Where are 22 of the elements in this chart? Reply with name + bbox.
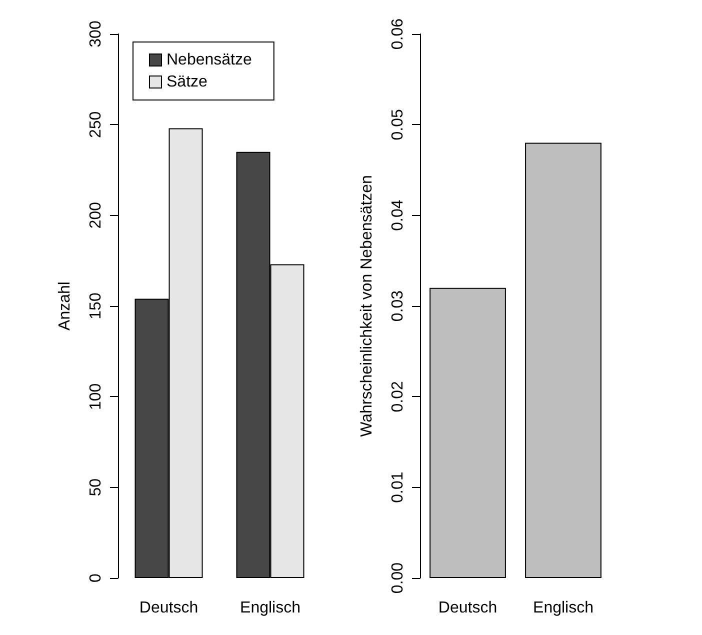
x-tick-label: Deutsch [438,600,498,616]
y-tick-label: 50 [88,478,104,496]
legend-label: Sätze [166,74,208,90]
y-axis-title: Wahrscheinlichkeit von Nebensätzen [358,175,376,437]
x-tick-label: Deutsch [139,600,198,616]
y-tick-label: 100 [88,383,104,410]
y-tick-label: 250 [88,111,104,138]
y-tick-label: 0.01 [390,472,406,503]
legend-label: Nebensätze [166,52,252,68]
y-tick-label: 150 [88,292,104,320]
y-tick-label: 0.03 [390,290,406,322]
y-tick-label: 0.06 [390,18,406,50]
y-tick-label: 0.00 [390,562,406,594]
x-tick-label: Englisch [533,600,594,616]
y-tick-label: 200 [88,202,104,229]
y-axis-title: Anzahl [56,282,74,330]
y-tick-label: 300 [88,20,104,48]
y-tick-label: 0.05 [390,108,406,140]
x-tick-label: Englisch [240,600,300,616]
y-tick-label: 0.02 [390,380,406,412]
y-tick-label: 0 [88,573,104,582]
y-tick-label: 0.04 [390,200,406,231]
